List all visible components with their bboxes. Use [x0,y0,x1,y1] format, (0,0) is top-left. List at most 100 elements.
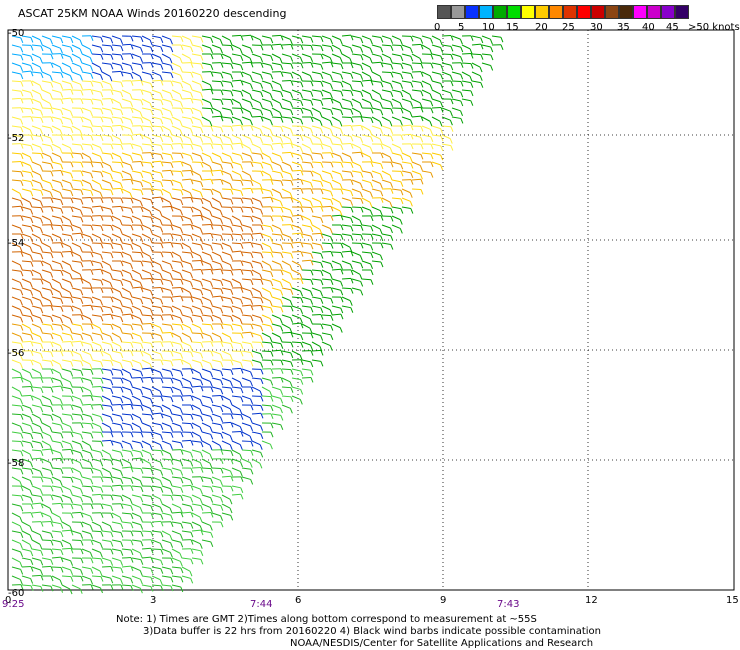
wind-barb [112,396,121,398]
wind-barb-flag [161,137,163,142]
wind-barb [382,153,390,157]
wind-barb-flag [291,353,293,358]
wind-barb-flag [441,155,443,160]
wind-barb [222,108,231,110]
wind-barb-flag [321,189,323,194]
wind-barb [402,189,410,193]
wind-barb [132,306,140,310]
wind-barb [332,252,341,253]
wind-barb [342,81,350,85]
wind-barb [372,90,380,94]
wind-barb [122,153,131,156]
wind-barb [22,585,31,586]
wind-barb [352,198,361,199]
wind-barb-flag [110,76,112,81]
wind-barb [372,99,380,103]
wind-barb [262,171,270,175]
wind-barb-flag [280,201,282,206]
wind-barb [342,251,351,252]
wind-barb [312,279,321,280]
wind-barb [292,144,300,147]
wind-barb-flag [130,174,132,179]
wind-barb [232,63,241,65]
wind-barb [202,261,210,264]
wind-barb [202,81,210,85]
wind-barb [22,216,31,218]
wind-barb-flag [51,470,53,475]
wind-barb [162,153,171,155]
wind-barb-flag [271,432,273,437]
wind-barb [422,135,431,137]
wind-barb-flag [61,73,63,78]
wind-barb [62,171,71,173]
wind-barb-flag [231,110,233,115]
wind-barb-flag [281,307,283,312]
wind-barb [72,288,81,290]
wind-barb [272,117,281,118]
wind-barb-flag [51,290,53,295]
wind-barb [152,576,160,580]
wind-barb [32,351,41,353]
wind-barb-flag [391,183,393,188]
wind-barb [32,396,40,400]
wind-barb-flag [71,561,73,566]
wind-barb [212,306,221,308]
wind-barb-flag [171,73,173,78]
wind-barb-flag [131,156,133,161]
wind-barb-flag [81,415,83,420]
wind-barb-flag [250,48,252,53]
wind-barb [222,342,231,344]
wind-barb-flag [290,166,292,171]
wind-barb [472,36,481,38]
wind-barb [212,261,221,264]
wind-barb-flag [60,157,62,162]
wind-barb-flag [311,307,313,312]
wind-barb-flag [81,497,83,502]
wind-barb-flag [170,264,172,269]
wind-barb-flag [81,361,83,366]
wind-barb-flag [341,64,343,69]
wind-barb [152,558,161,560]
wind-barb [72,324,81,326]
wind-barb-flag [191,453,193,458]
wind-barb [72,243,80,247]
wind-barb [292,54,300,57]
wind-barb-flag [101,100,103,105]
wind-barb-flag [70,57,72,62]
wind-barb [122,126,131,129]
wind-barb [192,252,200,256]
wind-barb [302,72,310,76]
wind-barb [162,279,171,281]
wind-barb-flag [111,190,113,195]
wind-barb [112,477,121,479]
wind-barb [142,315,151,316]
wind-barb-flag [461,47,463,52]
wind-barb [72,450,81,453]
wind-barb [22,549,31,551]
wind-barb [162,135,171,137]
wind-barb-flag [330,139,332,144]
wind-barb [192,36,201,37]
wind-barb [222,387,231,388]
wind-barb-flag [20,426,22,431]
wind-barb-flag [51,560,53,565]
wind-barb-flag [50,265,52,270]
wind-barb-flag [151,173,153,178]
wind-barb-flag [311,208,313,213]
wind-barb-flag [460,39,462,44]
wind-barb [332,81,341,82]
wind-barb [102,576,111,578]
wind-barb-flag [190,219,192,224]
wind-barb [182,117,191,119]
wind-barb-flag [260,129,262,134]
wind-barb-flag [170,444,172,449]
wind-barb-flag [191,253,193,258]
wind-barb-flag [141,432,143,437]
wind-barb-flag [101,75,103,80]
wind-barb [192,54,201,56]
wind-barb-flag [170,454,172,459]
wind-barb-flag [41,477,43,482]
wind-barb-flag [291,181,293,186]
wind-barb-flag [210,336,212,341]
wind-barb [32,432,41,434]
